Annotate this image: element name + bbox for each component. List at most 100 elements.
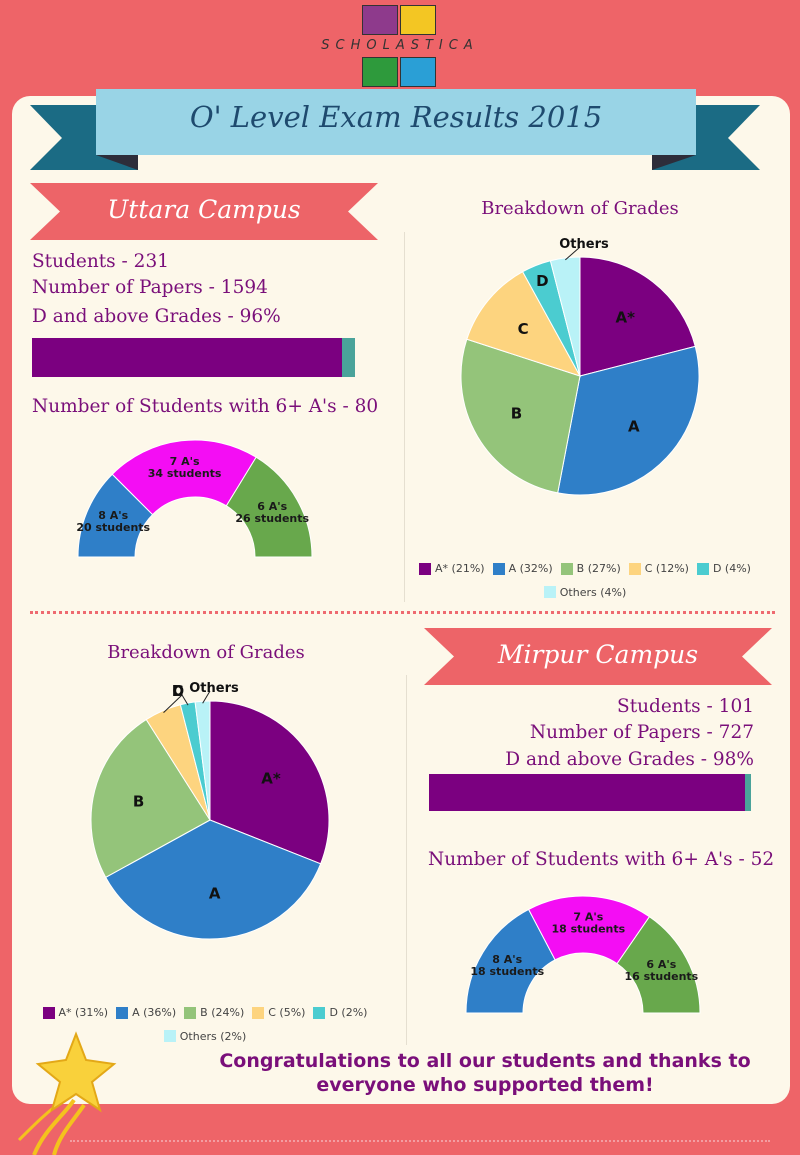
pie-slice-b [460, 338, 581, 494]
mirpur-d-above-bar [429, 774, 751, 811]
legend-label: D (2%) [329, 1006, 368, 1019]
legend-swatch [313, 1006, 326, 1019]
half-donut-label-0-1: 20 students [76, 521, 150, 534]
uttara-six-plus-title: Number of Students with 6+ A's - 80 [32, 396, 379, 417]
mirpur-students: Students - 101 [617, 696, 754, 717]
pie-label-4: D [172, 682, 184, 700]
half-donut-slice-2 [616, 916, 701, 1014]
half-donut-label-1-1: 18 students [551, 923, 625, 936]
mirpur-banner [424, 628, 772, 685]
legend-item: A* (31%) [42, 1002, 109, 1023]
uttara-grades-legend: A* (21%) A (32%) B (27%) C (12%) D (4%) Other… [405, 558, 765, 605]
title-banner [96, 89, 696, 155]
legend-swatch [184, 1006, 197, 1019]
pie-leader-line [163, 694, 183, 713]
legend-swatch [163, 1030, 176, 1042]
legend-item: A (32%) [492, 558, 553, 579]
half-donut-label-2-0: 6 A's [646, 958, 676, 971]
half-donut-slice-1 [111, 439, 257, 516]
half-donut-label-0-0: 8 A's [98, 509, 128, 522]
legend-item: D (2%) [313, 1002, 367, 1023]
half-donut-label-2-1: 16 students [624, 970, 698, 983]
ribbon-right-fold [652, 155, 696, 170]
legend-swatch [543, 586, 556, 598]
uttara-d-above-bar [32, 338, 355, 377]
pie-label-2: B [133, 793, 144, 811]
star-decoration-icon [17, 1031, 117, 1155]
legend-item: Others (2%) [163, 1026, 247, 1047]
legend-label: A (32%) [508, 562, 553, 575]
ribbon-left-fold [96, 155, 138, 170]
pie-slice-b [90, 718, 211, 879]
mirpur-grades-pie: A* A B CD Others [90, 681, 330, 940]
pie-leader-line [565, 246, 581, 261]
legend-label: C (5%) [268, 1006, 306, 1019]
legend-swatch [252, 1006, 265, 1019]
uttara-campus-label: Uttara Campus [107, 195, 301, 224]
uttara-grades-title: Breakdown of Grades [481, 198, 679, 219]
uttara-six-plus-chart: 8 A's20 students 7 A's34 students 6 A's26 … [76, 439, 313, 558]
pie-label-3: C [172, 682, 183, 700]
legend-label: Others (2%) [179, 1029, 247, 1043]
uttara-d-above-bar-fill [32, 338, 343, 377]
legend-swatch [116, 1006, 129, 1019]
half-donut-label-1-0: 7 A's [573, 911, 603, 924]
pie-label-0: A* [615, 309, 635, 327]
legend-item: A* (21%) [419, 558, 485, 579]
mirpur-d-above-bar-fill [429, 774, 745, 811]
legend-item: A (36%) [116, 1002, 176, 1023]
half-donut-label-0-0: 8 A's [492, 953, 522, 966]
legend-label: D (4%) [712, 562, 751, 575]
legend-item: C (12%) [628, 558, 689, 579]
logo-square-yellow [400, 5, 436, 35]
uttara-banner [30, 183, 378, 240]
uttara-grades-pie: A* A B C D Others [460, 237, 700, 496]
legend-swatch [492, 562, 505, 575]
legend-item: D (4%) [696, 558, 751, 579]
pie-slice-others [194, 700, 211, 821]
page-title: O' Level Exam Results 2015 [189, 100, 603, 134]
divider-horizontal [30, 611, 775, 614]
half-donut-label-2-0: 6 A's [257, 500, 287, 513]
pie-label-3: C [518, 320, 529, 338]
half-donut-label-1-0: 7 A's [170, 455, 200, 468]
pie-leader-line [181, 694, 189, 706]
mirpur-campus-label: Mirpur Campus [497, 640, 699, 669]
logo-square-purple [362, 5, 398, 35]
mirpur-papers: Number of Papers - 727 [529, 722, 754, 743]
divider-vertical-top [404, 232, 405, 602]
uttara-students: Students - 231 [32, 251, 169, 272]
uttara-papers: Number of Papers - 1594 [32, 277, 268, 298]
pie-slice-a [105, 819, 322, 940]
mirpur-grades-legend: A* (31%) A (36%) B (24%) C (5%) D (2%) Others… [25, 1002, 385, 1049]
pie-slice-others [549, 256, 581, 377]
legend-label: Others (4%) [559, 585, 627, 599]
footer-dots [70, 1140, 770, 1142]
pie-slice-astar [209, 700, 330, 865]
pie-slice-astar [579, 256, 696, 377]
pie-label-0: A* [261, 770, 281, 788]
legend-label: C (12%) [644, 562, 689, 575]
pie-label-1: A [628, 418, 640, 436]
logo-square-green [362, 57, 398, 87]
legend-swatch [42, 1006, 55, 1019]
pie-label-5: Others [189, 681, 239, 696]
pie-slice-c [466, 271, 582, 377]
uttara-d-above: D and above Grades - 96% [32, 306, 281, 327]
legend-swatch [560, 562, 573, 575]
legend-label: A* (31%) [58, 1006, 109, 1019]
half-donut-label-1-1: 34 students [148, 467, 222, 480]
legend-item: Others (4%) [543, 582, 627, 603]
logo [362, 5, 438, 87]
pie-slice-a [557, 345, 700, 496]
pie-label-2: B [511, 405, 522, 423]
legend-label: B (24%) [200, 1006, 245, 1019]
legend-label: A (36%) [132, 1006, 177, 1019]
legend-item: B (24%) [184, 1002, 244, 1023]
legend-item: C (5%) [252, 1002, 305, 1023]
legend-label: A* (21%) [435, 562, 485, 575]
legend-swatch [628, 562, 641, 575]
congratulations-message: Congratulations to all our students and … [219, 1050, 751, 1096]
mirpur-six-plus-title: Number of Students with 6+ A's - 52 [428, 849, 775, 870]
